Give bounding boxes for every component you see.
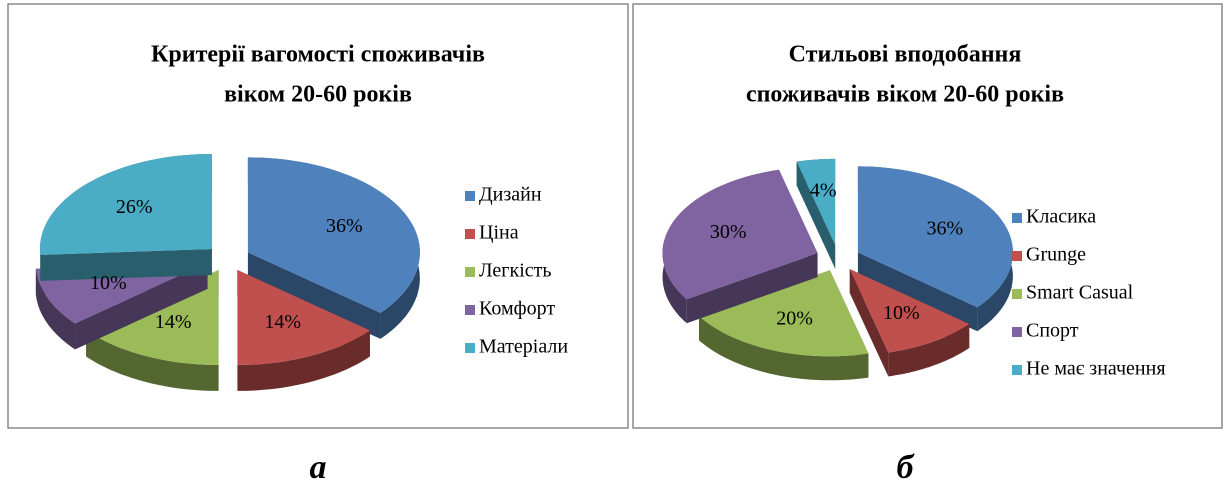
data-label: 10% [90,272,127,294]
chart-title: Критерії вагомості споживачів [151,42,485,68]
legend-label: Легкість [479,260,552,282]
slice-top [237,269,370,365]
slice-top [662,169,818,300]
legend-swatch [465,267,475,277]
data-label: 20% [776,307,813,329]
data-label: 36% [927,217,964,239]
data-label: 30% [710,221,747,243]
data-label: 14% [155,311,192,333]
slice-rim [237,330,370,391]
slice-top [247,157,420,313]
data-label: 36% [326,215,363,237]
legend-label: Класика [1026,206,1096,228]
pie-slice [849,269,970,377]
pie-slice [247,157,420,339]
legend-label: Smart Casual [1026,282,1134,304]
slice-rim [86,330,219,391]
legend-swatch [1012,251,1022,261]
legend-label: Grunge [1026,244,1086,266]
legend-swatch [1012,327,1022,337]
legend-label: Комфорт [479,298,555,320]
slice-rim [699,316,869,381]
legend-label: Дизайн [479,184,542,206]
caption: а [310,449,327,486]
slice-rim [888,324,970,377]
legend-swatch [1012,213,1022,223]
legend-label: Матеріали [479,336,568,358]
chart-title: віком 20-60 років [224,82,412,108]
data-label: 4% [810,180,837,202]
legend-swatch [1012,365,1022,375]
slice-side [857,252,978,332]
data-label: 14% [264,311,301,333]
legend-label: Ціна [479,222,519,244]
slice-top [857,166,1013,308]
pie-slice [699,270,869,381]
chart-title: споживачів віком 20-60 років [746,82,1064,108]
pie-slice [40,154,212,281]
slice-side [40,248,212,281]
slice-side [686,253,818,324]
legend-swatch [465,191,475,201]
slice-side [849,269,889,377]
slice-side [247,252,381,339]
slice-top [699,270,869,357]
legend-label: Не має значення [1026,358,1166,380]
chart-title: Стильові вподобання [789,42,1022,68]
caption: б [897,449,916,486]
legend-label: Спорт [1026,320,1079,342]
legend-swatch [465,343,475,353]
pie-slice [237,269,370,391]
slice-top [40,154,212,255]
slice-rim [35,268,75,350]
slice-top [796,158,836,245]
legend-swatch [1012,289,1022,299]
slice-top [849,269,970,353]
legend-swatch [465,305,475,315]
pie-slice [796,158,836,269]
legend-swatch [465,229,475,239]
pie-slice [662,169,818,324]
pie-slice [857,166,1013,332]
data-label: 26% [116,196,153,218]
data-label: 10% [883,302,920,324]
slice-side [796,161,836,269]
